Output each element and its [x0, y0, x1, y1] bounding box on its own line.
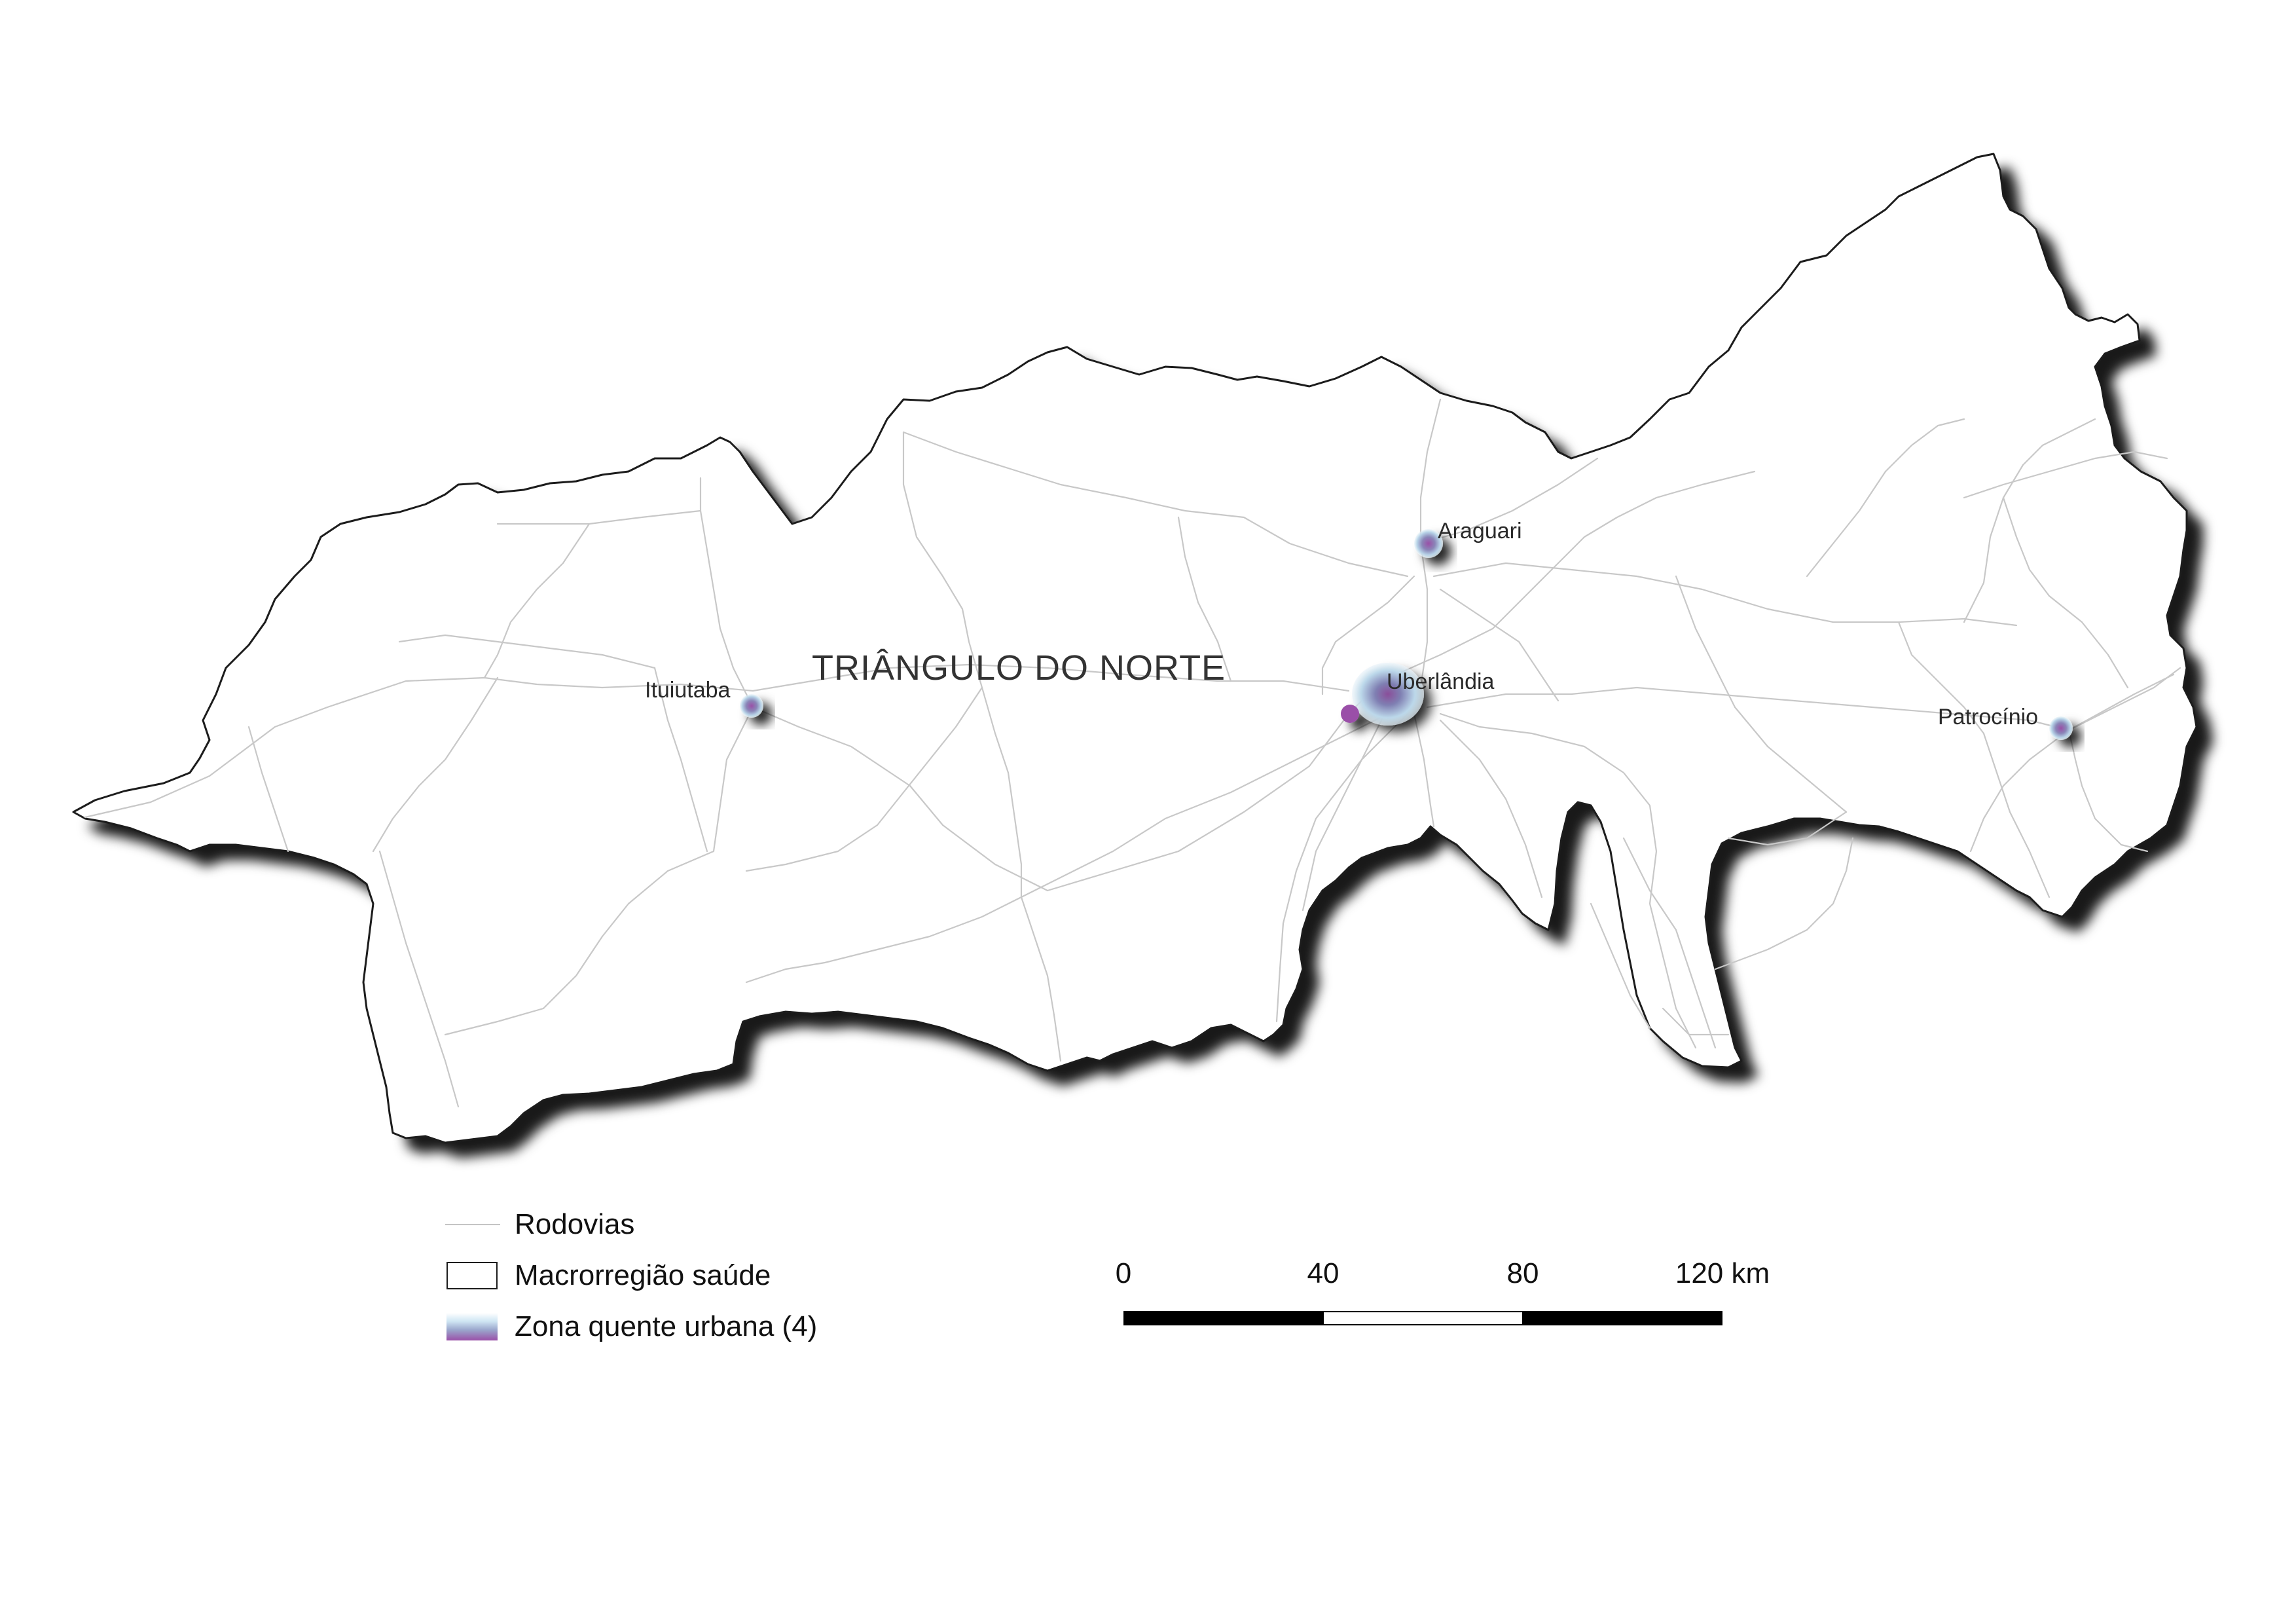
city-label-araguari: Araguari [1438, 519, 1522, 544]
scale-segment [1522, 1312, 1722, 1324]
legend-item-hotspot: Zona quente urbana (4) [445, 1307, 817, 1346]
road [247, 726, 289, 853]
hotspot-araguari [1414, 529, 1443, 558]
map-legend: Rodovias Macrorregião saúde Zona quente … [445, 1205, 969, 1362]
road [2068, 729, 2149, 853]
roads-layer [84, 398, 2181, 1108]
legend-item-roads: Rodovias [445, 1205, 634, 1244]
hotspot-ituiutaba [740, 694, 763, 718]
road [902, 431, 983, 689]
road [1439, 712, 1697, 1049]
road [483, 523, 591, 679]
legend-label-hotspot: Zona quente urbana (4) [515, 1310, 818, 1342]
hotspot-uberlandia [1341, 663, 1424, 726]
legend-label-roads: Rodovias [515, 1208, 635, 1240]
road [745, 712, 1389, 984]
road [1963, 451, 2168, 499]
road [1439, 588, 1559, 702]
road [372, 676, 499, 853]
scale-tick-0: 0 [1115, 1257, 1132, 1289]
scale-bar-track [1123, 1311, 1722, 1325]
road [1806, 418, 1965, 578]
road [1897, 621, 2050, 898]
road [981, 686, 1023, 898]
road [902, 431, 1409, 578]
road [745, 686, 983, 872]
road [1439, 719, 1543, 898]
road [1432, 562, 2018, 627]
legend-label-region: Macrorregião saúde [515, 1259, 771, 1291]
scale-bar: 0 40 80 120 km [1113, 1257, 1770, 1342]
road [1727, 811, 1848, 846]
road [84, 663, 1350, 819]
scale-tick-40: 40 [1307, 1257, 1339, 1289]
road [2002, 496, 2129, 689]
city-label-patrocinio: Patrocínio [1938, 705, 2038, 729]
road [444, 706, 754, 1036]
city-label-uberlandia: Uberlândia [1387, 669, 1495, 694]
road [1275, 712, 1409, 1023]
road [1302, 706, 1389, 912]
road [378, 850, 460, 1108]
legend-item-region: Macrorregião saúde [445, 1256, 771, 1295]
road-line-icon [445, 1208, 500, 1241]
road [1380, 470, 1756, 682]
road [1177, 516, 1232, 682]
road [1714, 837, 1854, 970]
city-label-ituiutaba: Ituiutaba [645, 678, 731, 703]
road [1969, 729, 2070, 853]
road [1622, 837, 1717, 1049]
region-outline [72, 153, 2198, 1144]
road [1321, 575, 1415, 695]
road [398, 634, 656, 669]
hotspot-patrocinio [2049, 716, 2073, 740]
scale-segment [1323, 1312, 1523, 1324]
region-title: TRIÂNGULO DO NORTE [812, 648, 1226, 688]
hotspot-gradient-icon [445, 1310, 500, 1343]
road [653, 667, 708, 853]
road [1590, 902, 1651, 1029]
scale-tick-80: 80 [1506, 1257, 1539, 1289]
road [1675, 575, 1848, 813]
scale-tick-120: 120 km [1675, 1257, 1770, 1289]
scale-segment [1125, 1312, 1324, 1324]
road [1419, 457, 1599, 545]
road [1662, 1007, 1730, 1036]
region-box-icon [445, 1259, 500, 1292]
road [1020, 896, 1062, 1062]
road [2068, 667, 2181, 731]
road [1413, 712, 1435, 828]
road [752, 680, 1383, 892]
